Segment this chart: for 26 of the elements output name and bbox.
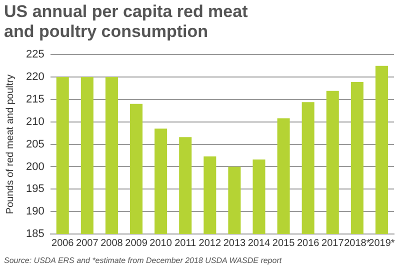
x-tick-label: 2014 [248, 238, 271, 249]
y-axis-title: Pounds of red meat and poultry [4, 74, 16, 214]
x-tick-label: 2006 [52, 238, 74, 249]
y-tick-label: 195 [26, 183, 44, 196]
x-tick-label: 2007 [76, 238, 99, 249]
y-tick-label: 225 [26, 48, 44, 61]
x-tick-label: 2015 [272, 238, 296, 249]
y-tick-label: 220 [26, 71, 44, 84]
y-tick-label: 205 [26, 138, 44, 150]
y-tick-label: 200 [26, 160, 44, 173]
x-tick-label: 2019* [368, 238, 395, 249]
y-tick-label: 210 [26, 116, 44, 128]
y-tick-label: 190 [26, 206, 44, 218]
x-tick-label: 2011 [174, 238, 197, 249]
chart-title: US annual per capita red meat and poultry consumption [3, 1, 249, 42]
x-tick-label: 2016 [296, 238, 320, 249]
x-tick-label: 2017 [322, 238, 344, 249]
y-tick-label: 215 [26, 93, 44, 106]
x-tick-label: 2012 [198, 238, 222, 249]
source-note: Source: USDA ERS and *estimate from December 2018 USDA WASDE report [3, 255, 283, 265]
y-tick-label: 185 [26, 228, 44, 240]
x-tick-label: 2008 [100, 238, 124, 249]
x-tick-label: 2018* [344, 238, 370, 249]
x-tick-label: 2010 [150, 238, 172, 249]
x-tick-label: 2013 [223, 238, 246, 249]
x-tick-label: 2009 [125, 238, 148, 249]
